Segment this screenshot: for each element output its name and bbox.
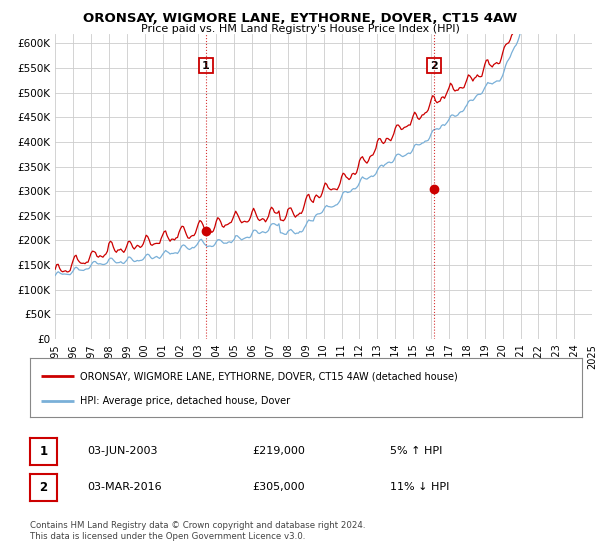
Text: £305,000: £305,000 [252, 482, 305, 492]
Text: 1: 1 [202, 60, 210, 71]
Text: HPI: Average price, detached house, Dover: HPI: Average price, detached house, Dove… [80, 396, 290, 406]
Text: 03-JUN-2003: 03-JUN-2003 [87, 446, 157, 456]
Text: 2: 2 [40, 481, 47, 494]
Text: 5% ↑ HPI: 5% ↑ HPI [390, 446, 442, 456]
Text: This data is licensed under the Open Government Licence v3.0.: This data is licensed under the Open Gov… [30, 532, 305, 541]
Text: 03-MAR-2016: 03-MAR-2016 [87, 482, 161, 492]
Text: 1: 1 [40, 445, 47, 458]
Text: 11% ↓ HPI: 11% ↓ HPI [390, 482, 449, 492]
Text: Contains HM Land Registry data © Crown copyright and database right 2024.: Contains HM Land Registry data © Crown c… [30, 521, 365, 530]
Text: ORONSAY, WIGMORE LANE, EYTHORNE, DOVER, CT15 4AW: ORONSAY, WIGMORE LANE, EYTHORNE, DOVER, … [83, 12, 517, 25]
Text: £219,000: £219,000 [252, 446, 305, 456]
Text: ORONSAY, WIGMORE LANE, EYTHORNE, DOVER, CT15 4AW (detached house): ORONSAY, WIGMORE LANE, EYTHORNE, DOVER, … [80, 371, 457, 381]
Text: Price paid vs. HM Land Registry's House Price Index (HPI): Price paid vs. HM Land Registry's House … [140, 24, 460, 34]
Text: 2: 2 [430, 60, 438, 71]
